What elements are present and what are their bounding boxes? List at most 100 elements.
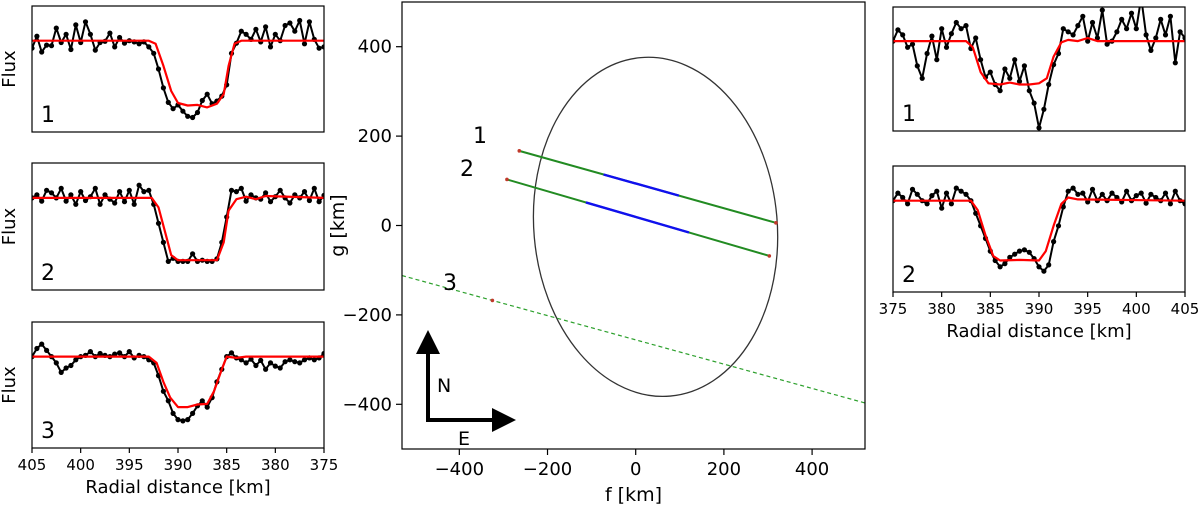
plot-area: [32, 182, 324, 264]
data-point: [997, 88, 1003, 94]
data-point: [1099, 191, 1105, 197]
model-lightcurve: [893, 196, 1185, 262]
data-point: [68, 192, 74, 198]
data-point: [1065, 29, 1071, 35]
data-point: [311, 357, 317, 363]
x-tick-label: 200: [707, 459, 741, 480]
data-point: [1060, 204, 1066, 210]
data-point: [267, 199, 274, 205]
data-point: [44, 347, 50, 353]
chord-endpoint-marker: [767, 254, 772, 258]
data-point: [1002, 261, 1008, 267]
data-point: [92, 47, 98, 53]
data-point: [973, 210, 979, 216]
data-point: [1167, 13, 1173, 19]
data-point: [68, 362, 74, 369]
data-point: [1016, 248, 1023, 254]
data-point: [973, 35, 979, 41]
data-point: [165, 258, 171, 264]
x-tick-label: 375: [310, 456, 339, 474]
data-point: [32, 45, 35, 51]
data-point: [131, 201, 137, 207]
x-tick-label: 385: [212, 456, 241, 474]
data-point: [1036, 264, 1042, 270]
data-point: [301, 189, 308, 195]
data-point: [900, 194, 906, 201]
data-point: [204, 404, 210, 410]
x-tick-label: 405: [18, 456, 47, 474]
data-point: [194, 109, 201, 116]
observed-lightcurve: [893, 7, 1185, 129]
data-point: [58, 185, 64, 191]
data-point: [126, 349, 132, 355]
data-point: [165, 398, 171, 404]
x-tick-label: −400: [435, 459, 484, 480]
data-point: [287, 200, 293, 206]
data-point: [1124, 188, 1130, 194]
data-point: [238, 185, 244, 191]
data-point: [253, 26, 259, 32]
data-point: [39, 341, 45, 347]
data-point: [1148, 47, 1154, 54]
data-point: [1182, 201, 1185, 207]
data-point: [112, 44, 118, 50]
data-point: [73, 22, 79, 28]
data-point: [934, 188, 940, 194]
radial-distance-axis-label: Radial distance [km]: [946, 321, 1131, 342]
x-tick-label: 390: [1025, 300, 1054, 318]
data-point: [146, 44, 152, 50]
data-point: [919, 75, 925, 81]
x-tick-label: 0: [630, 459, 641, 480]
data-point: [1104, 41, 1110, 47]
data-point: [292, 359, 298, 365]
data-point: [1094, 35, 1100, 41]
data-point: [963, 23, 969, 29]
data-point: [924, 201, 930, 207]
data-point: [39, 198, 45, 204]
panel-number-label: 2: [902, 263, 916, 288]
data-point: [1124, 26, 1130, 32]
chord-3-label: 3: [443, 271, 457, 296]
data-point: [272, 363, 278, 369]
data-point: [263, 24, 269, 30]
data-point: [238, 28, 244, 34]
x-tick-label: −200: [523, 459, 572, 480]
data-point: [1172, 60, 1178, 66]
x-tick-label: 385: [976, 300, 1005, 318]
data-point: [1075, 23, 1081, 29]
data-point: [1143, 200, 1149, 206]
x-tick-label: 400: [66, 456, 95, 474]
data-point: [277, 365, 283, 371]
data-point: [141, 189, 147, 195]
data-point: [909, 186, 916, 192]
data-point: [151, 50, 157, 56]
data-point: [63, 365, 69, 371]
x-tick-label: 375: [879, 300, 908, 318]
data-point: [1041, 106, 1047, 112]
data-point: [136, 182, 142, 188]
data-point: [53, 25, 59, 31]
ellipse-fit-panel: −400 −200 0 200 400 400 200 0 −200 −400 f [km] g [k…: [327, 1, 866, 505]
data-point: [107, 30, 113, 36]
data-point: [1153, 35, 1159, 41]
data-point: [112, 351, 118, 357]
data-point: [953, 185, 959, 191]
data-point: [233, 189, 239, 195]
data-point: [905, 44, 911, 50]
data-point: [78, 189, 84, 195]
data-point: [165, 99, 171, 105]
data-point: [73, 357, 79, 363]
data-point: [160, 239, 166, 245]
data-point: [170, 106, 176, 112]
data-point: [948, 31, 955, 37]
data-point: [253, 362, 259, 369]
data-point: [311, 185, 317, 191]
x-tick-label: 400: [795, 459, 829, 480]
data-point: [248, 356, 254, 362]
data-point: [97, 201, 103, 207]
data-point: [92, 185, 98, 191]
data-point: [87, 31, 93, 37]
data-point: [1026, 88, 1032, 94]
data-point: [997, 264, 1003, 270]
g-axis-label: g [km]: [327, 194, 349, 256]
